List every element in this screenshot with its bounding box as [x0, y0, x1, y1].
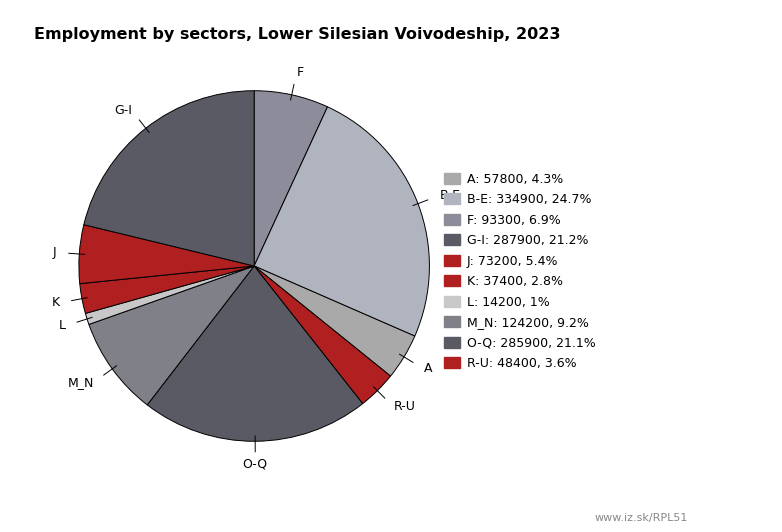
Wedge shape — [80, 266, 254, 313]
Text: L: L — [59, 319, 66, 332]
Text: M_N: M_N — [67, 376, 94, 389]
Wedge shape — [254, 266, 390, 404]
Wedge shape — [147, 266, 363, 441]
Wedge shape — [89, 266, 254, 405]
Wedge shape — [79, 225, 254, 284]
Wedge shape — [254, 107, 429, 336]
Wedge shape — [254, 266, 414, 376]
Text: K: K — [52, 296, 59, 310]
Text: Employment by sectors, Lower Silesian Voivodeship, 2023: Employment by sectors, Lower Silesian Vo… — [34, 27, 561, 41]
Wedge shape — [85, 266, 254, 325]
Text: J: J — [53, 246, 56, 259]
Text: F: F — [296, 66, 303, 79]
Wedge shape — [254, 91, 328, 266]
Text: A: A — [424, 362, 432, 375]
Text: O-Q: O-Q — [242, 458, 268, 471]
Text: www.iz.sk/RPL51: www.iz.sk/RPL51 — [594, 513, 688, 523]
Legend: A: 57800, 4.3%, B-E: 334900, 24.7%, F: 93300, 6.9%, G-I: 287900, 21.2%, J: 73200: A: 57800, 4.3%, B-E: 334900, 24.7%, F: 9… — [444, 172, 595, 370]
Text: G-I: G-I — [114, 104, 131, 117]
Text: B-E: B-E — [439, 189, 461, 202]
Wedge shape — [84, 91, 254, 266]
Text: R-U: R-U — [393, 401, 415, 413]
